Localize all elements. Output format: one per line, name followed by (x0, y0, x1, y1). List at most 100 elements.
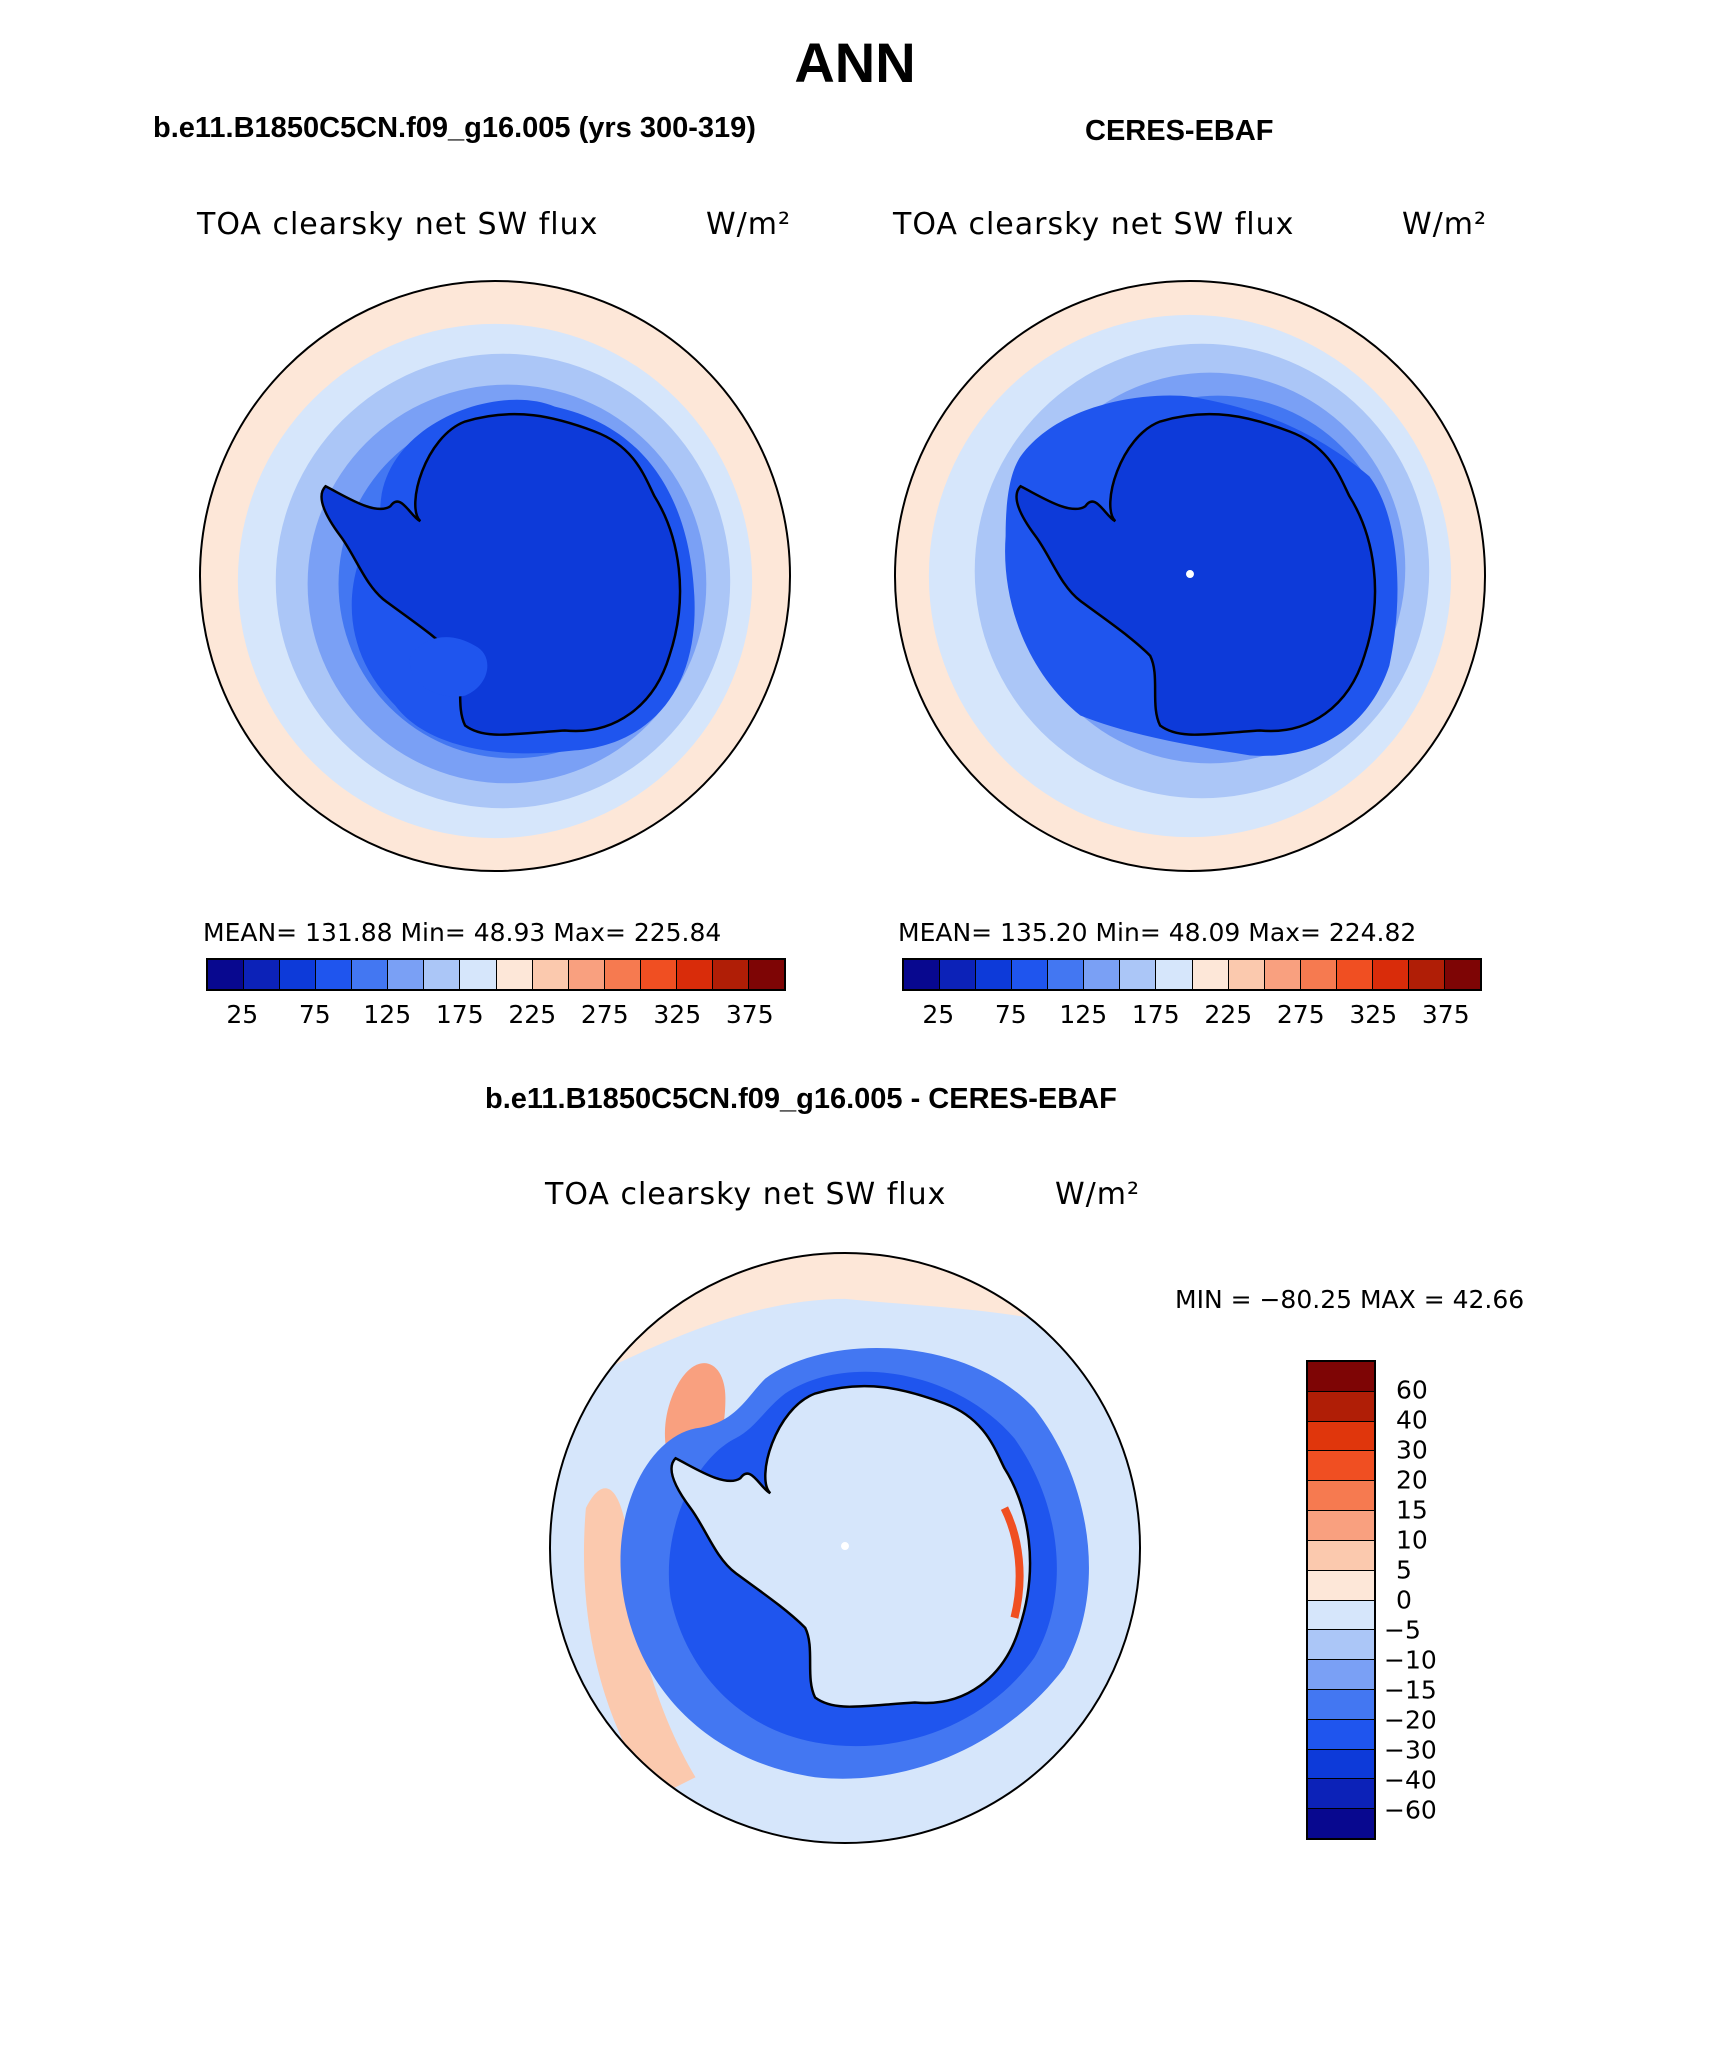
colorbar-swatch (1308, 1481, 1374, 1512)
colorbar-swatch (532, 960, 569, 989)
colorbar-tick-label: −15 (1384, 1675, 1437, 1705)
colorbar-swatch (1308, 1719, 1374, 1750)
colorbar-tick-label: −30 (1384, 1735, 1437, 1765)
colorbar-swatch (1372, 960, 1409, 989)
colorbar-swatch (1308, 1630, 1374, 1661)
diff-colorbar (1306, 1360, 1376, 1840)
colorbar-swatch (496, 960, 533, 989)
colorbar-swatch (1156, 960, 1193, 989)
colorbar-tick-label: 275 (1276, 1000, 1325, 1029)
colorbar-swatch (388, 960, 425, 989)
colorbar-swatch (1308, 1421, 1374, 1452)
panel2-subtitle: CERES-EBAF (1085, 115, 1274, 147)
colorbar-swatch (352, 960, 389, 989)
colorbar-tick-label: 375 (1421, 1000, 1470, 1029)
colorbar-swatch (1308, 1600, 1374, 1631)
panel2-colorbar-ticks: 25 75 125 175 225 275 325 375 (902, 1000, 1482, 1030)
colorbar-tick-label: 175 (1131, 1000, 1180, 1029)
colorbar-swatch (940, 960, 977, 989)
panel1-subtitle: b.e11.B1850C5CN.f09_g16.005 (yrs 300-319… (153, 112, 756, 144)
colorbar-swatch (1308, 1660, 1374, 1690)
colorbar-swatch (1048, 960, 1085, 989)
colorbar-swatch (1308, 1749, 1374, 1780)
colorbar-tick-label: 225 (1204, 1000, 1253, 1029)
panel2-units: W/m² (1402, 207, 1488, 242)
colorbar-swatch (1308, 1570, 1374, 1601)
panel2-colorbar (902, 958, 1482, 991)
colorbar-tick-label: 0 (1396, 1585, 1412, 1615)
colorbar-swatch (1084, 960, 1121, 989)
colorbar-swatch (1012, 960, 1049, 989)
colorbar-swatch (1308, 1809, 1374, 1838)
colorbar-tick-label: 275 (580, 1000, 629, 1029)
colorbar-tick-label: 325 (653, 1000, 702, 1029)
panel1-variable: TOA clearsky net SW flux (197, 207, 599, 242)
panel2-stats: MEAN= 135.20 Min= 48.09 Max= 224.82 (898, 918, 1417, 947)
colorbar-tick-label: −60 (1384, 1795, 1437, 1825)
panel1-map (198, 279, 792, 873)
colorbar-swatch (316, 960, 353, 989)
colorbar-tick-label: 75 (298, 1000, 331, 1029)
diff-variable: TOA clearsky net SW flux (545, 1177, 947, 1212)
panel2-map (893, 279, 1487, 873)
colorbar-tick-label: 60 (1396, 1375, 1428, 1405)
colorbar-swatch (1228, 960, 1265, 989)
colorbar-swatch (676, 960, 713, 989)
colorbar-swatch (1308, 1391, 1374, 1422)
colorbar-tick-label: −40 (1384, 1765, 1437, 1795)
diff-stats: MIN = −80.25 MAX = 42.66 (1175, 1285, 1525, 1314)
colorbar-tick-label: 30 (1396, 1435, 1428, 1465)
colorbar-swatch (1408, 960, 1445, 989)
colorbar-swatch (244, 960, 281, 989)
colorbar-swatch (1308, 1362, 1374, 1392)
colorbar-tick-label: 20 (1396, 1465, 1428, 1495)
diff-map (548, 1251, 1142, 1845)
colorbar-tick-label: 375 (725, 1000, 774, 1029)
panel1-stats: MEAN= 131.88 Min= 48.93 Max= 225.84 (203, 918, 722, 947)
colorbar-swatch (1336, 960, 1373, 989)
colorbar-tick-label: −10 (1384, 1645, 1437, 1675)
colorbar-swatch (1308, 1779, 1374, 1810)
colorbar-tick-label: −5 (1384, 1615, 1421, 1645)
panel1-colorbar-ticks: 25 75 125 175 225 275 325 375 (206, 1000, 786, 1030)
colorbar-swatch (568, 960, 605, 989)
colorbar-swatch (1308, 1511, 1374, 1541)
colorbar-tick-label: 125 (363, 1000, 412, 1029)
colorbar-swatch (1192, 960, 1229, 989)
panel2-variable: TOA clearsky net SW flux (893, 207, 1295, 242)
colorbar-swatch (1308, 1689, 1374, 1720)
colorbar-swatch (460, 960, 497, 989)
colorbar-tick-label: 5 (1396, 1555, 1412, 1585)
colorbar-swatch (748, 960, 784, 989)
colorbar-tick-label: 15 (1396, 1495, 1428, 1525)
colorbar-tick-label: 325 (1349, 1000, 1398, 1029)
colorbar-swatch (1264, 960, 1301, 989)
colorbar-swatch (976, 960, 1013, 989)
colorbar-tick-label: 175 (435, 1000, 484, 1029)
diff-colorbar-ticks: 60 40 30 20 15 10 5 0 −5 −10 −15 −20 −30 −40 −60 (1384, 1360, 1470, 1840)
colorbar-tick-label: 125 (1059, 1000, 1108, 1029)
colorbar-tick-label: 225 (508, 1000, 557, 1029)
panel1-units: W/m² (706, 207, 792, 242)
colorbar-swatch (1300, 960, 1337, 989)
colorbar-swatch (1308, 1540, 1374, 1571)
colorbar-swatch (424, 960, 461, 989)
colorbar-swatch (904, 960, 941, 989)
colorbar-swatch (604, 960, 641, 989)
colorbar-tick-label: −20 (1384, 1705, 1437, 1735)
figure-title: ANN (794, 31, 916, 94)
colorbar-swatch (208, 960, 245, 989)
colorbar-tick-label: 25 (922, 1000, 955, 1029)
colorbar-swatch (280, 960, 317, 989)
colorbar-tick-label: 10 (1396, 1525, 1428, 1555)
diff-subtitle: b.e11.B1850C5CN.f09_g16.005 - CERES-EBAF (485, 1083, 1117, 1115)
colorbar-tick-label: 75 (994, 1000, 1027, 1029)
panel1-colorbar (206, 958, 786, 991)
colorbar-swatch (640, 960, 677, 989)
colorbar-swatch (1308, 1451, 1374, 1482)
colorbar-swatch (1444, 960, 1480, 989)
colorbar-swatch (1120, 960, 1157, 989)
colorbar-swatch (712, 960, 749, 989)
colorbar-tick-label: 40 (1396, 1405, 1428, 1435)
colorbar-tick-label: 25 (226, 1000, 259, 1029)
